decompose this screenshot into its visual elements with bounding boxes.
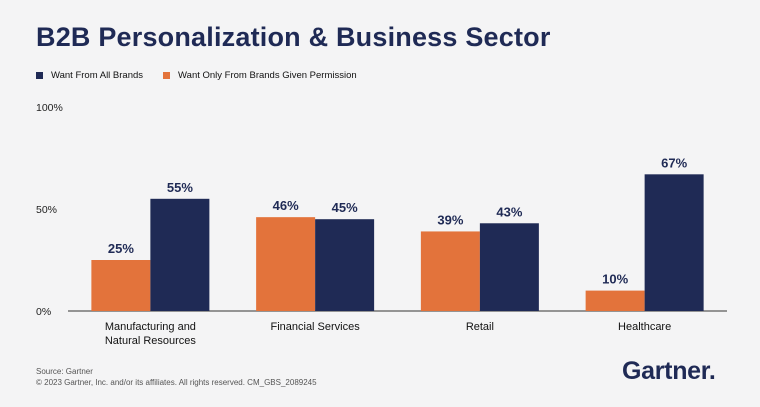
- legend-label-all-brands: Want From All Brands: [51, 70, 144, 81]
- y-tick-label: 50%: [36, 204, 57, 216]
- legend-item-permission: Want Only From Brands Given Permission: [163, 70, 357, 81]
- bar: [479, 223, 539, 311]
- data-label: 55%: [167, 180, 193, 195]
- data-label: 67%: [661, 155, 687, 170]
- data-label: 25%: [108, 241, 134, 256]
- category-label: Financial Services: [270, 321, 360, 333]
- bar: [150, 198, 210, 311]
- legend-swatch-all-brands: [36, 72, 43, 79]
- y-tick-label: 100%: [36, 102, 63, 114]
- gartner-logo: Gartner.: [622, 357, 716, 386]
- data-label: 10%: [602, 272, 628, 287]
- bar: [585, 290, 645, 311]
- bar: [644, 174, 704, 311]
- logo-text: Gartner: [622, 357, 709, 385]
- legend-swatch-permission: [163, 72, 171, 79]
- data-label: 43%: [496, 204, 522, 219]
- category-label: Healthcare: [618, 321, 671, 333]
- bar: [256, 217, 316, 311]
- chart-title: B2B Personalization & Business Sector: [36, 22, 551, 52]
- footer: Source: Gartner © 2023 Gartner, Inc. and…: [36, 366, 317, 388]
- legend-label-permission: Want Only From Brands Given Permission: [178, 70, 357, 81]
- bar: [315, 219, 375, 311]
- y-tick-label: 0%: [36, 306, 51, 318]
- data-label: 45%: [332, 200, 358, 215]
- legend: Want From All Brands Want Only From Bran…: [36, 70, 377, 81]
- legend-item-all-brands: Want From All Brands: [36, 70, 143, 81]
- copyright-note: © 2023 Gartner, Inc. and/or its affiliat…: [36, 378, 317, 387]
- category-label: Manufacturing and: [105, 321, 196, 333]
- data-label: 39%: [437, 212, 463, 227]
- bar: [91, 260, 151, 311]
- category-label: Natural Resources: [105, 335, 197, 347]
- category-label: Retail: [466, 321, 494, 333]
- data-label: 46%: [273, 198, 299, 213]
- logo-dot: .: [708, 357, 716, 385]
- bar: [420, 231, 480, 311]
- source-note: Source: Gartner: [36, 367, 93, 376]
